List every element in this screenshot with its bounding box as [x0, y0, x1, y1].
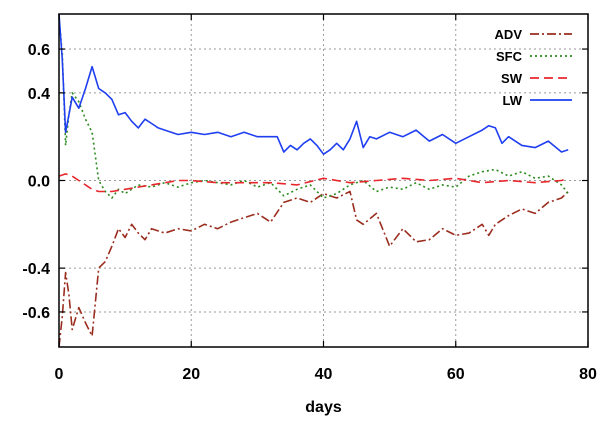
x-axis-label: days: [305, 399, 342, 416]
legend-label-lw: LW: [503, 93, 523, 108]
x-tick-label: 40: [315, 366, 333, 383]
legend: ADV SFC SW LW: [495, 27, 572, 108]
series-line-lw: [58, 13, 569, 155]
y-tick-label: -0.6: [22, 305, 50, 322]
x-tick-label: 80: [579, 366, 597, 383]
x-tick-label: 60: [447, 366, 465, 383]
x-tick-label: 0: [55, 366, 64, 383]
legend-label-adv: ADV: [495, 27, 523, 42]
series-lines: [58, 13, 569, 348]
series-line-sw: [58, 173, 569, 193]
y-tick-label: 0.6: [28, 42, 50, 59]
series-line-adv: [58, 190, 569, 348]
y-tick-label: 0.4: [28, 86, 50, 103]
axis-ticks: 0 20 40 60 80 -0.6 -0.4 0.0 0.4 0.6: [22, 14, 597, 383]
y-tick-label: -0.4: [22, 261, 50, 278]
x-tick-label: 20: [182, 366, 200, 383]
y-tick-label: 0.0: [28, 174, 50, 191]
series-line-sfc: [58, 18, 569, 199]
legend-label-sw: SW: [501, 71, 523, 86]
legend-label-sfc: SFC: [496, 49, 523, 64]
